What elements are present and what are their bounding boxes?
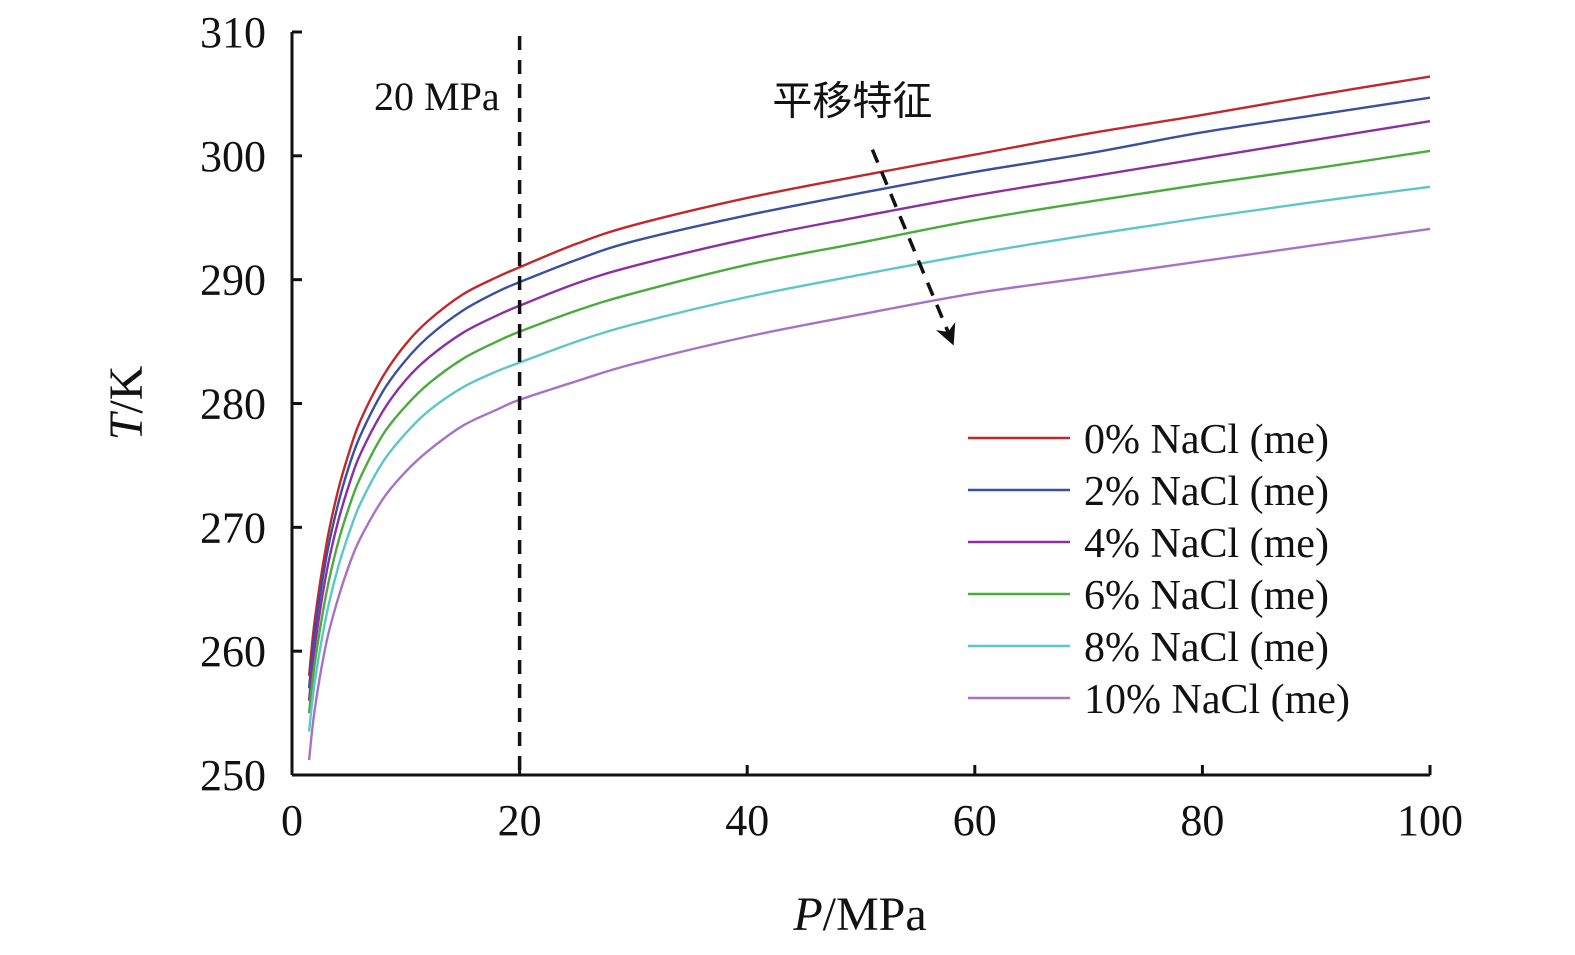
x-axis-title: P/MPa (792, 888, 926, 941)
x-axis-title-var: P (792, 888, 822, 941)
x-tick-label-0: 0 (281, 796, 303, 845)
y-tick-label-300: 300 (200, 132, 266, 181)
x-tick-label-40: 40 (725, 796, 769, 845)
legend-layer: 0% NaCl (me) 2% NaCl (me) 4% NaCl (me) 6% N… (968, 417, 1350, 723)
y-axis-title: T/K (100, 365, 153, 440)
legend-label-3: 6% NaCl (me) (1084, 573, 1329, 619)
shift-arrow-label: 平移特征 (772, 79, 932, 125)
ticks-layer: 0 20 40 60 80 100 250 260 270 280 290 300 310 (200, 8, 1463, 845)
y-tick-label-270: 270 (200, 503, 266, 552)
y-axis-title-var: T (100, 410, 153, 440)
shift-arrow (870, 148, 956, 346)
legend-label-2: 4% NaCl (me) (1084, 521, 1329, 567)
x-axis-title-unit: /MPa (823, 888, 927, 941)
y-tick-label-290: 290 (200, 256, 266, 305)
vline-layer: 20 MPa (374, 36, 522, 775)
y-tick-label-280: 280 (200, 380, 266, 429)
legend-label-4: 8% NaCl (me) (1084, 625, 1329, 671)
series-line-0 (307, 75, 1431, 677)
legend-label-1: 2% NaCl (me) (1084, 469, 1329, 515)
x-tick-label-100: 100 (1397, 796, 1463, 845)
x-tick-label-80: 80 (1180, 796, 1224, 845)
y-axis-title-unit: /K (100, 365, 153, 413)
x-tick-label-60: 60 (953, 796, 997, 845)
x-tick-label-20: 20 (498, 796, 542, 845)
annot-layer: 平移特征 (772, 79, 956, 346)
y-tick-label-250: 250 (200, 751, 266, 800)
y-tick-label-310: 310 (200, 8, 266, 57)
legend-label-5: 10% NaCl (me) (1084, 677, 1350, 723)
vline-label: 20 MPa (374, 74, 500, 119)
legend-label-0: 0% NaCl (me) (1084, 417, 1329, 463)
series-line-4 (307, 185, 1431, 732)
y-tick-label-260: 260 (200, 627, 266, 676)
